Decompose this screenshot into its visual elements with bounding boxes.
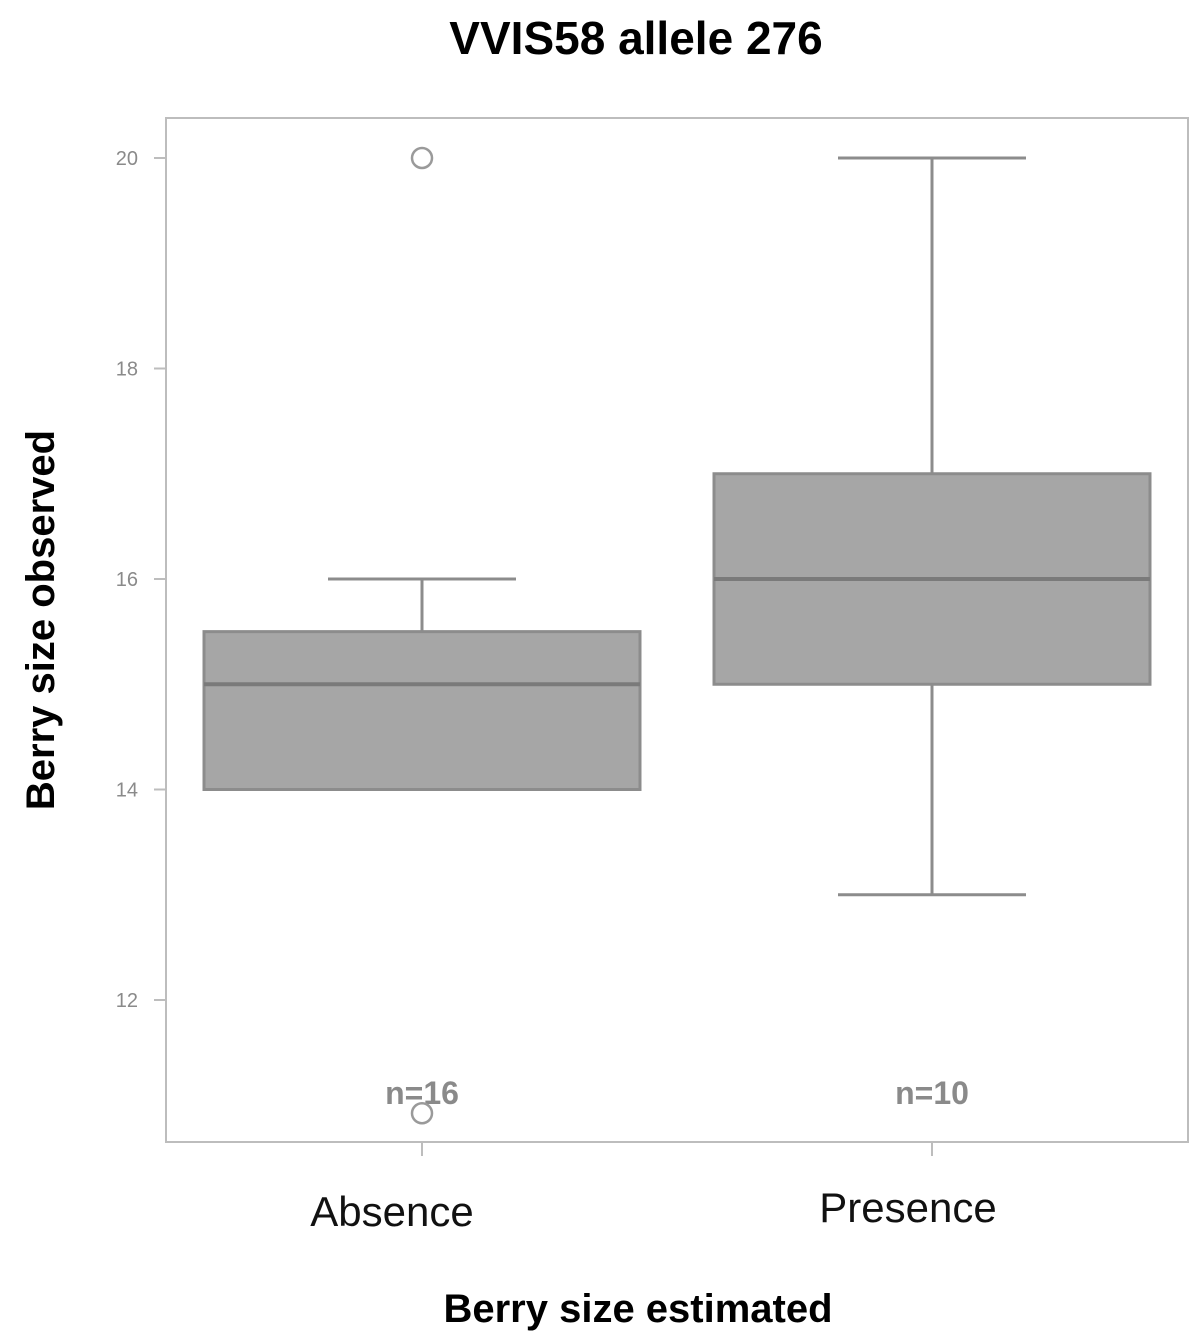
absence-box <box>202 630 642 791</box>
y-tick-label-20: 20 <box>116 148 138 170</box>
x-axis-title: Berry size estimated <box>443 1287 832 1331</box>
plot-frame <box>165 117 1189 1143</box>
presence-n-label: n=10 <box>895 1075 969 1111</box>
presence-category-label: Presence <box>819 1184 996 1231</box>
plot-layer: 12 14 16 18 20 n=16 Absence n=10 Presence <box>116 146 1152 1235</box>
y-axis-title: Berry size observed <box>19 430 63 810</box>
absence-outlier-1 <box>410 146 434 170</box>
absence-category-label: Absence <box>310 1188 473 1235</box>
y-tick-label-16: 16 <box>116 569 138 591</box>
absence-n-label: n=16 <box>385 1075 459 1111</box>
y-tick-label-18: 18 <box>116 359 138 381</box>
y-tick-label-12: 12 <box>116 990 138 1012</box>
y-tick-label-14: 14 <box>116 780 138 802</box>
chart-title: VVIS58 allele 276 <box>449 12 822 64</box>
absence-outlier-2 <box>410 1102 434 1125</box>
